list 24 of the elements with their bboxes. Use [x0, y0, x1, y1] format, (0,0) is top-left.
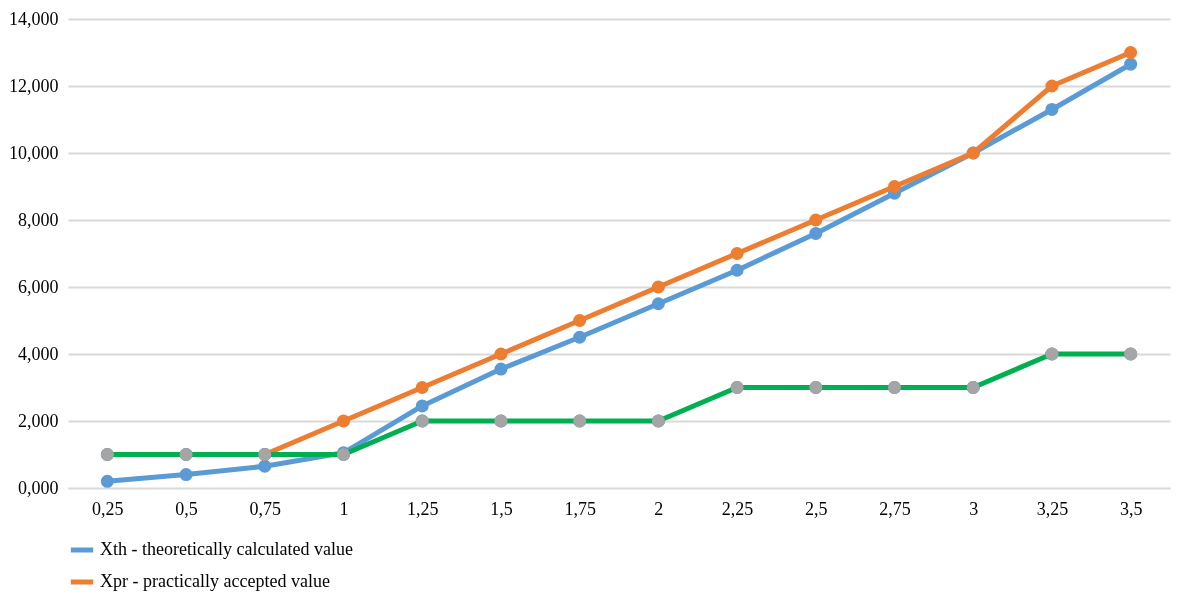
y-tick-label: 0,000	[18, 477, 59, 498]
x-tick-label: 3,25	[1036, 498, 1069, 519]
x-tick-label: 2	[654, 498, 664, 519]
x-tick-label: 2,5	[805, 498, 828, 519]
x-tick-label: 1,75	[564, 498, 596, 519]
y-tick-label: 8,000	[18, 209, 59, 230]
legend-label: Xth - theoretically calculated value	[100, 539, 353, 559]
x-tick-label: 2,75	[879, 498, 911, 519]
x-tick-label: 1,5	[490, 498, 513, 519]
legend-label: Xpr - practically accepted value	[100, 571, 330, 591]
x-tick-label: 0,75	[249, 498, 282, 519]
x-tick-label: 1,25	[406, 498, 439, 519]
x-tick-label: 0,5	[175, 498, 198, 519]
x-tick-label: 1	[339, 498, 349, 519]
y-tick-label: 6,000	[18, 276, 59, 297]
y-tick-label: 4,000	[18, 343, 59, 364]
x-tick-label: 3,5	[1119, 498, 1143, 519]
y-tick-label: 12,000	[9, 75, 59, 96]
y-tick-label: 14,000	[9, 8, 59, 29]
y-tick-label: 2,000	[18, 410, 59, 431]
x-tick-label: 0,25	[92, 498, 124, 519]
x-tick-label: 2,25	[721, 498, 754, 519]
y-tick-label: 10,000	[9, 142, 59, 163]
x-tick-label: 3	[969, 498, 979, 519]
